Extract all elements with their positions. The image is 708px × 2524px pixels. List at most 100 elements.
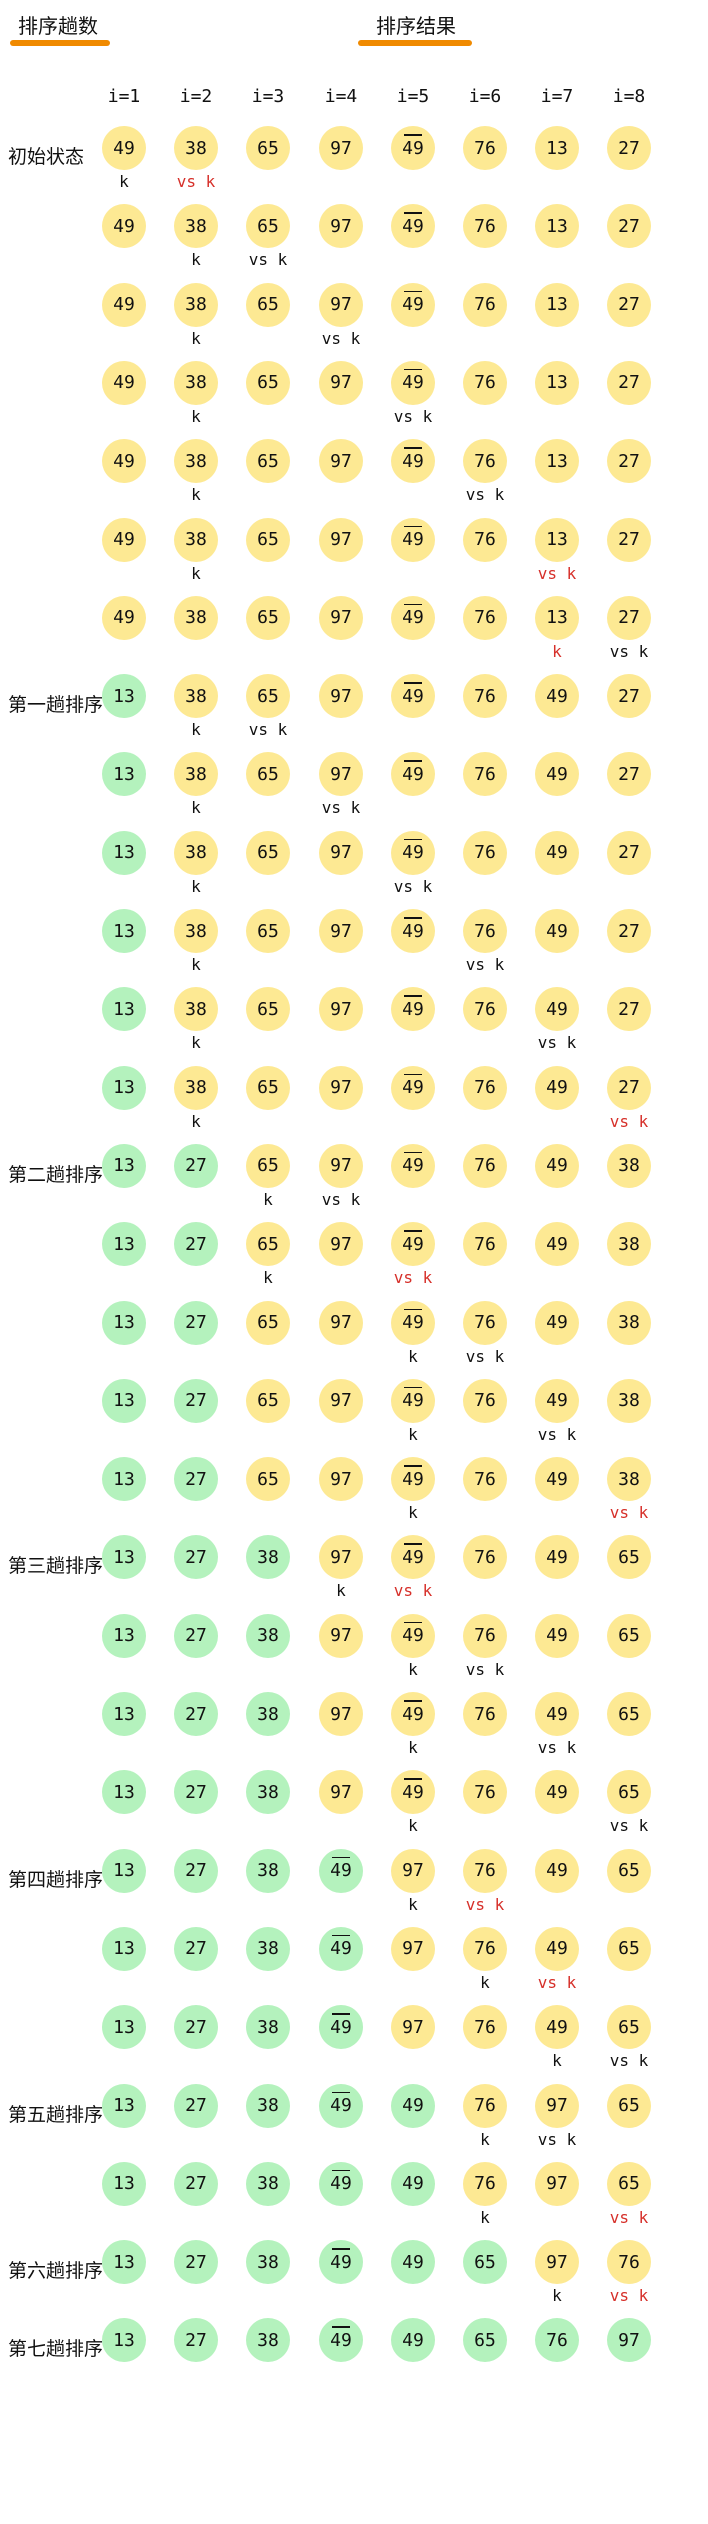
array-cell: 49 vs k <box>521 1926 593 1999</box>
value-text: 38 <box>185 215 207 237</box>
unsorted-value-circle: 97 <box>319 987 363 1032</box>
value-text: 38 <box>257 2251 279 2273</box>
value-text: 38 <box>185 1077 207 1099</box>
array-cell: 97 vs k <box>305 282 377 355</box>
duplicate-overline-mark <box>404 1778 422 1780</box>
sort-step-row: 第六趟排序 13 27 38 49 49 65 97 k 76 vs k <box>0 2230 708 2306</box>
array-cell: 27 <box>160 1457 232 1529</box>
array-cell: 13 <box>88 1926 160 1999</box>
array-cell: 49 <box>521 1848 593 1921</box>
unsorted-value-circle: 65 <box>246 909 290 953</box>
unsorted-value-circle: 49 <box>102 204 146 249</box>
duplicate-overline-mark <box>404 1308 422 1310</box>
value-text: 49 <box>402 607 424 629</box>
unsorted-value-circle: 65 <box>246 517 290 562</box>
unsorted-value-circle: 27 <box>607 204 651 249</box>
unsorted-value-circle: 49 <box>102 595 146 640</box>
unsorted-value-circle: 49 <box>391 1535 435 1580</box>
unsorted-value-circle: 76 <box>607 2240 651 2285</box>
value-text: 49 <box>546 1703 568 1725</box>
sorted-value-circle: 49 <box>319 2005 363 2050</box>
array-cell: 38 k <box>160 987 232 1059</box>
value-text: 97 <box>330 920 352 942</box>
value-text: 76 <box>474 1781 496 1803</box>
value-text: 65 <box>257 607 279 629</box>
array-cell: 49 <box>305 2318 377 2390</box>
min-index-marker: k <box>191 720 201 740</box>
array-cell: 27 <box>160 1692 232 1764</box>
array-cell: 27 <box>160 1613 232 1686</box>
array-cell: 76 <box>449 1770 521 1842</box>
compare-marker: vs k <box>609 2286 649 2306</box>
value-text: 27 <box>618 294 640 316</box>
array-cell: 76 <box>449 2005 521 2077</box>
unsorted-value-circle: 38 <box>174 439 218 484</box>
value-text: 27 <box>618 685 640 707</box>
array-cell: 49 <box>305 1926 377 1999</box>
array-cell: 65 <box>232 1457 304 1529</box>
array-cell: 65 k <box>232 1143 304 1216</box>
array-cell: 49 <box>377 987 449 1059</box>
array-cell: 65 <box>232 126 304 198</box>
sort-step-row: 第二趟排序 13 27 65 k 97 vs k 49 76 49 38 <box>0 1134 708 1209</box>
sorted-value-circle: 49 <box>319 2083 363 2128</box>
value-text: 97 <box>330 1155 352 1177</box>
min-index-marker: k <box>191 328 201 348</box>
array-cell: 49 <box>521 1770 593 1842</box>
array-cell: 65 <box>232 517 304 590</box>
array-cell: 49 <box>305 2005 377 2077</box>
value-text: 49 <box>546 998 568 1020</box>
sort-step-row: 13 27 38 49 97 76 49 k 65 vs k <box>0 1995 708 2070</box>
duplicate-overline-mark <box>404 525 422 527</box>
array-cell: 38 <box>232 2161 304 2234</box>
unsorted-value-circle: 76 <box>463 439 507 484</box>
array-cell: 27 <box>593 674 665 746</box>
unsorted-value-circle: 27 <box>607 674 651 719</box>
value-text: 76 <box>474 1390 496 1412</box>
pass-label: 第一趟排序 <box>8 694 104 717</box>
value-text: 38 <box>618 1468 640 1490</box>
array-cell: 38 <box>232 1848 304 1921</box>
unsorted-value-circle: 49 <box>391 204 435 249</box>
unsorted-value-circle: 49 <box>535 2005 579 2050</box>
unsorted-value-circle: 76 <box>463 987 507 1032</box>
unsorted-value-circle: 76 <box>463 595 507 640</box>
sorted-value-circle: 13 <box>102 1378 146 1423</box>
value-text: 65 <box>474 2251 496 2273</box>
sort-step-row: 13 27 38 97 49 k 76 49 65 vs k <box>0 1760 708 1835</box>
sort-step-row: 第四趟排序 13 27 38 49 97 k 76 vs k 49 65 <box>0 1839 708 1914</box>
value-text: 49 <box>113 215 135 237</box>
value-text: 38 <box>185 685 207 707</box>
value-text: 65 <box>618 2095 640 2116</box>
value-text: 65 <box>257 1468 279 1490</box>
value-text: 49 <box>330 2016 352 2038</box>
unsorted-value-circle: 97 <box>319 1300 363 1345</box>
array-cell: 13 vs k <box>521 517 593 590</box>
value-text: 13 <box>113 920 135 942</box>
unsorted-value-circle: 13 <box>535 595 579 640</box>
unsorted-value-circle: 49 <box>535 987 579 1032</box>
value-text: 97 <box>330 215 352 237</box>
value-text: 76 <box>474 763 496 785</box>
unsorted-value-circle: 97 <box>319 752 363 797</box>
unsorted-value-circle: 13 <box>535 282 579 327</box>
array-cell: 97 <box>305 204 377 276</box>
value-text: 65 <box>257 294 279 316</box>
pass-label: 第三趟排序 <box>8 1555 104 1578</box>
duplicate-overline-mark <box>332 2326 350 2328</box>
array-cell: 49 k <box>377 1457 449 1529</box>
value-text: 38 <box>257 2016 279 2038</box>
duplicate-overline-mark <box>404 838 422 841</box>
sort-step-row: 13 38 k 65 97 49 76 49 27 vs k <box>0 1056 708 1131</box>
array-cell: 76 vs k <box>449 909 521 981</box>
sort-step-row: 13 27 65 97 49 k 76 49 vs k 38 <box>0 1369 708 1444</box>
compare-marker: vs k <box>537 1033 577 1053</box>
unsorted-value-circle: 76 <box>463 1613 507 1658</box>
array-cell: 97 <box>305 1065 377 1138</box>
min-index-marker: k <box>263 1268 273 1288</box>
array-cell: 49 vs k <box>377 1535 449 1607</box>
value-text: 97 <box>330 1781 352 1803</box>
value-text: 49 <box>113 137 135 159</box>
array-cell: 97 <box>305 439 377 511</box>
unsorted-value-circle: 65 <box>246 439 290 484</box>
